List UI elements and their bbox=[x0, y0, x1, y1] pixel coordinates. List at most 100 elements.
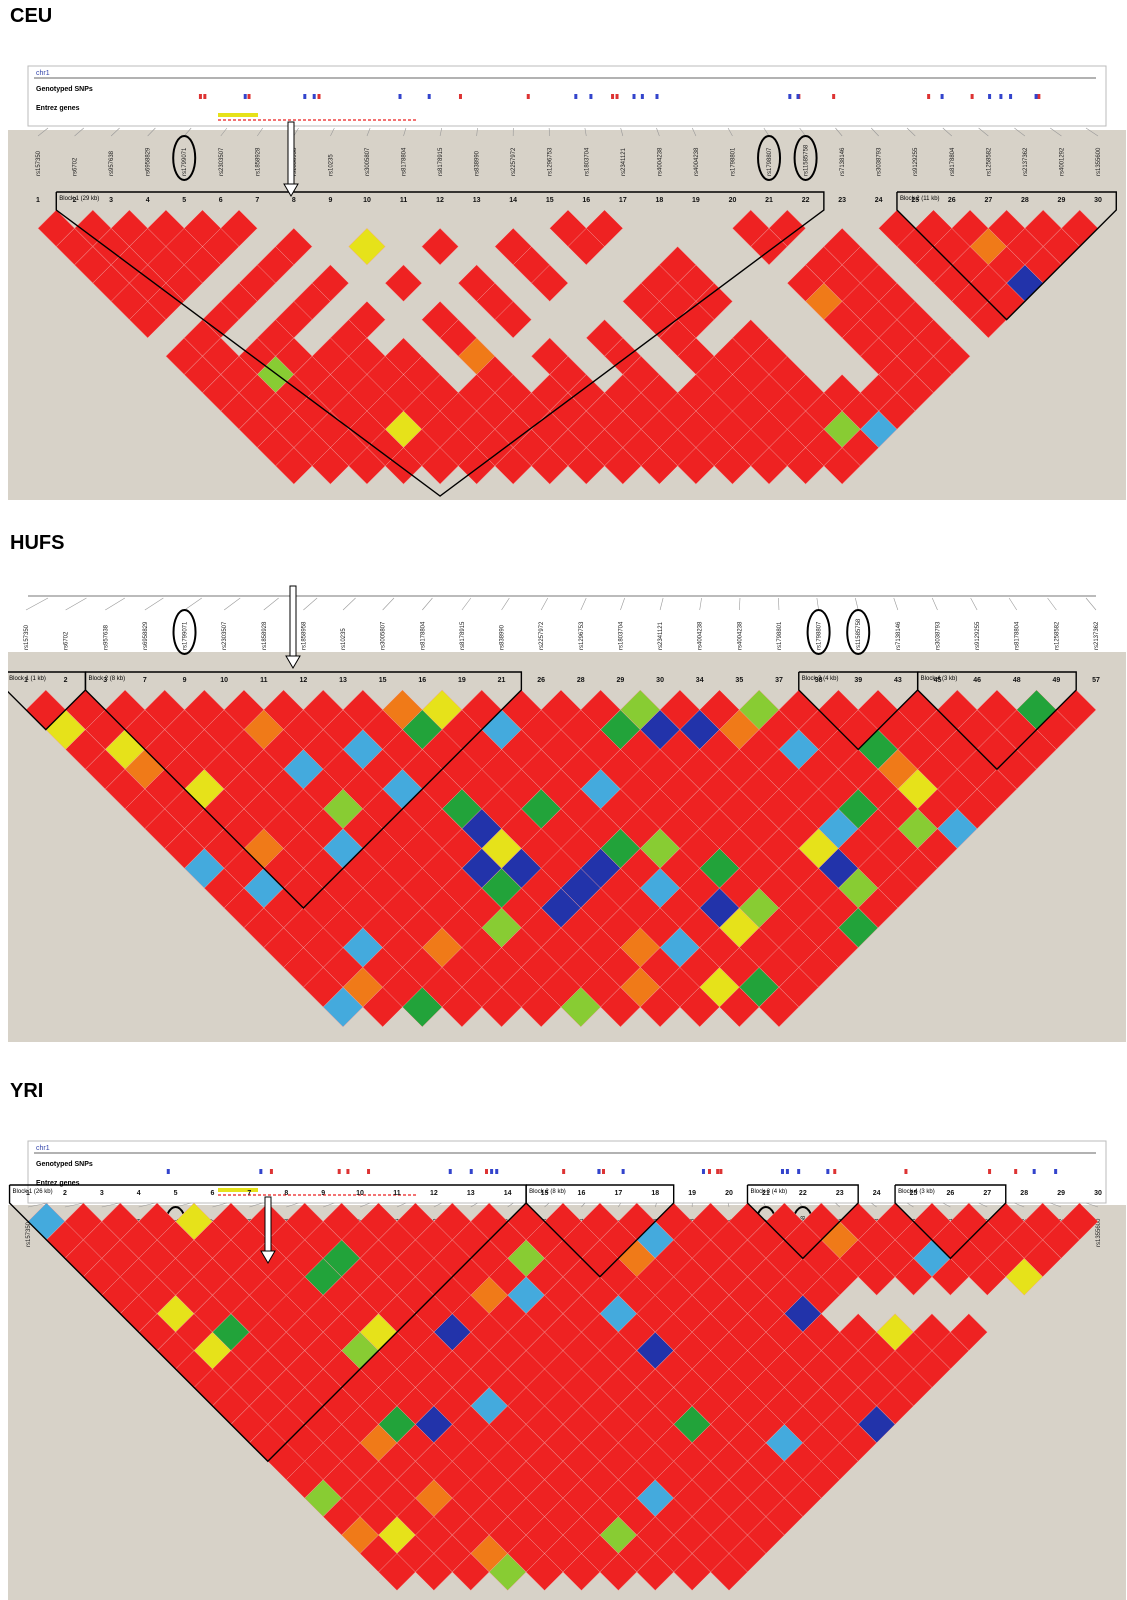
ceu-snp-id-label: rs2257972 bbox=[511, 147, 517, 176]
ceu-track-snp bbox=[458, 94, 462, 99]
ceu-snp-number: 1 bbox=[36, 197, 40, 204]
yri-track-snp bbox=[701, 1169, 705, 1174]
yri-track-snp bbox=[346, 1169, 350, 1174]
hufs-ld-cell bbox=[639, 986, 681, 1028]
hufs-ld-cell bbox=[600, 986, 641, 1028]
ceu-block-outline bbox=[896, 191, 1117, 321]
yri-snp-connector bbox=[249, 1202, 263, 1208]
ceu-snp-number: 21 bbox=[765, 197, 773, 204]
yri-track-box bbox=[27, 1140, 1107, 1204]
yri-ld-cell bbox=[415, 1553, 453, 1591]
yri-track-snp bbox=[469, 1169, 473, 1174]
ceu-snp-id-label: rs1258582 bbox=[986, 147, 992, 176]
hufs-snp-connector bbox=[893, 597, 899, 611]
ceu-snp-connector bbox=[906, 127, 916, 137]
hufs-snp-id-label: rs9129255 bbox=[975, 621, 981, 650]
ceu-snp-id-label: rs1355600 bbox=[1096, 147, 1102, 176]
ceu-snp-id-label: rs1798807 bbox=[767, 147, 773, 176]
yri-arrow-shaft bbox=[264, 1196, 272, 1252]
hufs-snp-connector bbox=[739, 597, 741, 611]
hufs-snp-number: 46 bbox=[973, 677, 981, 684]
yri-track-snp bbox=[797, 1169, 801, 1174]
hufs-snp-id-label: rs1258582 bbox=[1054, 621, 1060, 650]
hufs-snp-number: 21 bbox=[498, 677, 506, 684]
yri-snp-connector bbox=[942, 1202, 951, 1208]
ceu-snp-connector bbox=[656, 127, 660, 137]
hufs-snp-number: 2 bbox=[64, 677, 68, 684]
hufs-snp-connector bbox=[501, 597, 510, 611]
ceu-track-snp bbox=[203, 94, 207, 99]
yri-snp-number: 20 bbox=[725, 1190, 733, 1197]
ceu-snp-connector bbox=[692, 127, 697, 137]
hufs-snp-number: 16 bbox=[418, 677, 426, 684]
yri-track-snp bbox=[602, 1169, 606, 1174]
ceu-snp-connector bbox=[439, 127, 443, 137]
hufs-ld-cells bbox=[25, 689, 1097, 1028]
hufs-snp-connector bbox=[970, 597, 978, 611]
ceu-snp-number: 12 bbox=[436, 197, 444, 204]
ceu-track-snp bbox=[398, 94, 402, 99]
yri-track-snp bbox=[988, 1169, 992, 1174]
hufs-snp-id-label: rs1798807 bbox=[817, 621, 823, 650]
hufs-snp-connector bbox=[422, 597, 433, 611]
hufs-ld-cell bbox=[322, 986, 364, 1028]
hufs-snp-connector bbox=[65, 597, 87, 611]
ceu-snp-id-label: rs10235 bbox=[328, 154, 334, 176]
ceu-snp-id-label: rs8178915 bbox=[438, 147, 444, 176]
ceu-block-label: Block 2 (11 kb) bbox=[900, 196, 940, 202]
yri-snp-connector bbox=[359, 1202, 371, 1208]
ceu-circled-snp bbox=[757, 135, 782, 181]
ceu-ld-cell bbox=[494, 301, 532, 339]
yri-snp-connector bbox=[978, 1202, 988, 1208]
yri-track-snp bbox=[833, 1169, 837, 1174]
yri-snp-connector bbox=[323, 1202, 335, 1208]
hufs-snp-id-label: rs4004238 bbox=[698, 621, 704, 650]
ceu-track-snp bbox=[243, 94, 247, 99]
yri-snp-connector bbox=[138, 1202, 156, 1208]
ceu-snp-id-label: rs7138146 bbox=[840, 147, 846, 176]
ceu-track-snp bbox=[1009, 94, 1013, 99]
ceu-snp-connector bbox=[220, 127, 228, 137]
hufs-snp-connector bbox=[303, 597, 318, 611]
yri-snp-number: 26 bbox=[947, 1190, 955, 1197]
hufs-snp-connector bbox=[540, 597, 549, 611]
ceu-snp-number: 23 bbox=[838, 197, 846, 204]
yri-snp-number: 29 bbox=[1057, 1190, 1065, 1197]
hufs-snp-number: 3 bbox=[103, 677, 107, 684]
ceu-track-snp bbox=[788, 94, 792, 99]
yri-snp-number: 14 bbox=[504, 1190, 512, 1197]
hufs-snp-connector bbox=[580, 597, 587, 611]
hufs-ld-cell bbox=[441, 986, 483, 1028]
hufs-snp-number: 57 bbox=[1092, 677, 1100, 684]
yri-snp-connector bbox=[835, 1202, 840, 1208]
yri-track-snp bbox=[495, 1169, 499, 1174]
yri-snp-id-label: rs157350 bbox=[26, 1221, 32, 1247]
ceu-track-snp bbox=[940, 94, 944, 99]
hufs-block-outline bbox=[916, 671, 1077, 771]
ceu-ld-cell bbox=[275, 447, 313, 485]
ceu-ld-cell bbox=[750, 447, 788, 485]
yri-snp-number: 25 bbox=[910, 1190, 918, 1197]
ceu-genotyped-label: Genotyped SNPs bbox=[36, 86, 93, 93]
hufs-snp-number: 11 bbox=[260, 677, 268, 684]
ceu-snp-number: 24 bbox=[875, 197, 883, 204]
ceu-ld-cell bbox=[421, 447, 459, 485]
hufs-ld-cell bbox=[362, 986, 403, 1028]
yri-track-snp bbox=[166, 1169, 170, 1174]
ceu-snp-id-label: rs4004238 bbox=[694, 147, 700, 176]
ceu-snp-connector bbox=[727, 127, 733, 137]
yri-track-snp bbox=[269, 1169, 273, 1174]
ceu-snp-connector bbox=[37, 127, 49, 137]
yri-track-snp bbox=[707, 1169, 711, 1174]
yri-track-snp bbox=[621, 1169, 625, 1174]
hufs-snp-id-label: rs3038793 bbox=[935, 621, 941, 650]
ceu-track-snp bbox=[999, 94, 1003, 99]
hufs-snp-connector bbox=[659, 597, 664, 611]
ceu-ld-cell bbox=[677, 447, 715, 485]
yri-ld-cell bbox=[710, 1553, 748, 1591]
hufs-circled-snp bbox=[846, 609, 871, 655]
hufs-snp-number: 49 bbox=[1052, 677, 1060, 684]
hufs-snp-number: 12 bbox=[300, 677, 308, 684]
hufs-snp-number: 7 bbox=[143, 677, 147, 684]
ceu-track-snp bbox=[988, 94, 992, 99]
